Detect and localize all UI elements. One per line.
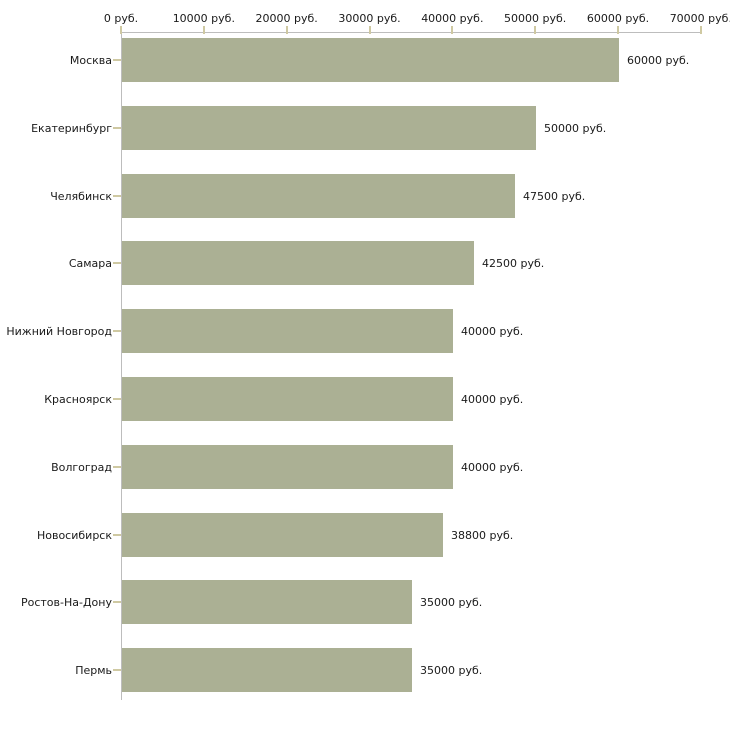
bar	[122, 648, 412, 693]
x-axis-tick-label: 50000 руб.	[504, 12, 567, 25]
value-label: 50000 руб.	[544, 121, 607, 135]
x-axis-tick-label: 70000 руб.	[669, 12, 730, 25]
x-axis-tick	[699, 26, 702, 34]
category-tick	[113, 398, 121, 400]
category-tick	[113, 465, 121, 468]
value-label: 40000 руб.	[461, 325, 524, 339]
category-label: Челябинск	[50, 189, 112, 203]
x-axis-tick-label: 60000 руб.	[586, 12, 650, 25]
category-tick	[113, 533, 121, 536]
x-axis-tick-label: 0 руб.	[103, 12, 139, 25]
category-label: Ростов-На-Дону	[20, 596, 112, 610]
category-label: Волгоград	[51, 460, 112, 474]
x-axis-tick	[451, 26, 454, 34]
category-label: Нижний Новгород	[6, 325, 112, 339]
category-tick	[113, 59, 121, 61]
x-axis-tick	[617, 26, 619, 34]
x-axis-tick	[120, 26, 122, 34]
value-label: 47500 руб.	[523, 189, 586, 203]
x-axis-tick-label: 10000 руб.	[172, 12, 235, 25]
category-label: Екатеринбург	[31, 121, 112, 135]
bar	[122, 105, 536, 150]
category-tick	[113, 330, 121, 333]
category-label: Новосибирск	[36, 528, 112, 542]
x-axis-tick-label: 40000 руб.	[421, 12, 484, 25]
value-label: 38800 руб.	[451, 528, 514, 542]
bar	[122, 173, 515, 218]
value-label: 35000 руб.	[420, 664, 483, 678]
category-label: Красноярск	[44, 393, 112, 406]
bar	[122, 580, 412, 625]
value-label: 60000 руб.	[627, 54, 690, 67]
category-tick	[113, 601, 121, 604]
x-axis-tick-label: 30000 руб.	[338, 12, 401, 25]
category-label: Пермь	[75, 664, 112, 678]
category-tick	[113, 126, 121, 129]
x-axis-tick	[368, 26, 371, 34]
bar	[122, 512, 443, 557]
bar	[122, 309, 453, 354]
bar	[122, 377, 453, 421]
category-label: Самара	[68, 257, 112, 271]
value-label: 42500 руб.	[482, 257, 545, 271]
category-tick	[113, 669, 121, 672]
x-axis-line	[121, 32, 702, 33]
x-axis-tick	[285, 26, 288, 34]
x-axis-tick	[202, 26, 205, 34]
x-axis-tick-label: 20000 руб.	[255, 12, 318, 25]
value-label: 35000 руб.	[420, 596, 483, 610]
x-axis-tick	[534, 26, 537, 34]
bar	[122, 444, 453, 489]
y-axis-line	[121, 32, 122, 700]
value-label: 40000 руб.	[461, 460, 524, 474]
category-tick	[113, 194, 121, 197]
category-label: Москва	[69, 54, 112, 67]
bar	[122, 241, 474, 286]
category-tick	[113, 262, 121, 265]
value-label: 40000 руб.	[461, 393, 524, 406]
bar	[122, 38, 619, 82]
